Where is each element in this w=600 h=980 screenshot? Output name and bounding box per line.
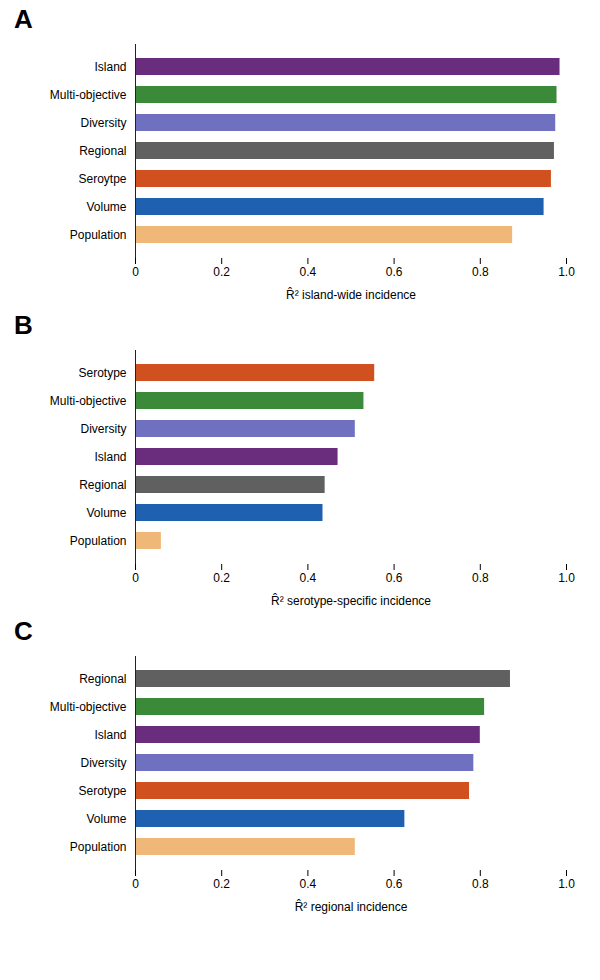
svg-text:0.4: 0.4	[300, 877, 317, 891]
svg-text:1.0: 1.0	[558, 265, 575, 279]
svg-text:Regional: Regional	[79, 144, 126, 158]
svg-text:Diversity: Diversity	[80, 422, 126, 436]
svg-text:Island: Island	[94, 450, 126, 464]
svg-text:0.8: 0.8	[472, 265, 489, 279]
svg-text:Multi-objective: Multi-objective	[50, 88, 127, 102]
svg-text:0.2: 0.2	[213, 877, 230, 891]
svg-text:Volume: Volume	[86, 812, 126, 826]
svg-text:Regional: Regional	[79, 672, 126, 686]
html-text:A: A	[14, 4, 33, 34]
svg-text:Volume: Volume	[86, 506, 126, 520]
svg-text:1.0: 1.0	[558, 571, 575, 585]
svg-text:Population: Population	[70, 228, 127, 242]
svg-text:0: 0	[132, 571, 139, 585]
svg-text:0.2: 0.2	[213, 571, 230, 585]
svg-text:0: 0	[132, 265, 139, 279]
svg-text:R̂² island-wide incidence: R̂² island-wide incidence	[286, 287, 416, 302]
svg-text:Island: Island	[94, 60, 126, 74]
svg-text:0: 0	[132, 877, 139, 891]
svg-text:0.8: 0.8	[472, 571, 489, 585]
svg-text:Multi-objective: Multi-objective	[50, 394, 127, 408]
svg-text:0.2: 0.2	[213, 265, 230, 279]
svg-text:0.4: 0.4	[300, 571, 317, 585]
svg-text:Diversity: Diversity	[80, 756, 126, 770]
svg-text:0.6: 0.6	[386, 877, 403, 891]
svg-text:Population: Population	[70, 840, 127, 854]
svg-text:R̂² serotype-specific incidenc: R̂² serotype-specific incidence	[271, 593, 431, 608]
svg-text:Serotype: Serotype	[78, 366, 126, 380]
svg-text:Volume: Volume	[86, 200, 126, 214]
svg-text:Multi-objective: Multi-objective	[50, 700, 127, 714]
svg-text:0.8: 0.8	[472, 877, 489, 891]
svg-text:Seroytpe: Seroytpe	[78, 172, 126, 186]
svg-text:Regional: Regional	[79, 478, 126, 492]
svg-text:R̂² regional incidence: R̂² regional incidence	[295, 899, 408, 914]
svg-text:1.0: 1.0	[558, 877, 575, 891]
svg-text:0.6: 0.6	[386, 265, 403, 279]
svg-text:Serotype: Serotype	[78, 784, 126, 798]
svg-text:0.4: 0.4	[300, 265, 317, 279]
html-text:B: B	[14, 310, 33, 340]
svg-text:Island: Island	[94, 728, 126, 742]
svg-text:Diversity: Diversity	[80, 116, 126, 130]
svg-text:0.6: 0.6	[386, 571, 403, 585]
svg-text:Population: Population	[70, 534, 127, 548]
html-text:C: C	[14, 616, 33, 646]
